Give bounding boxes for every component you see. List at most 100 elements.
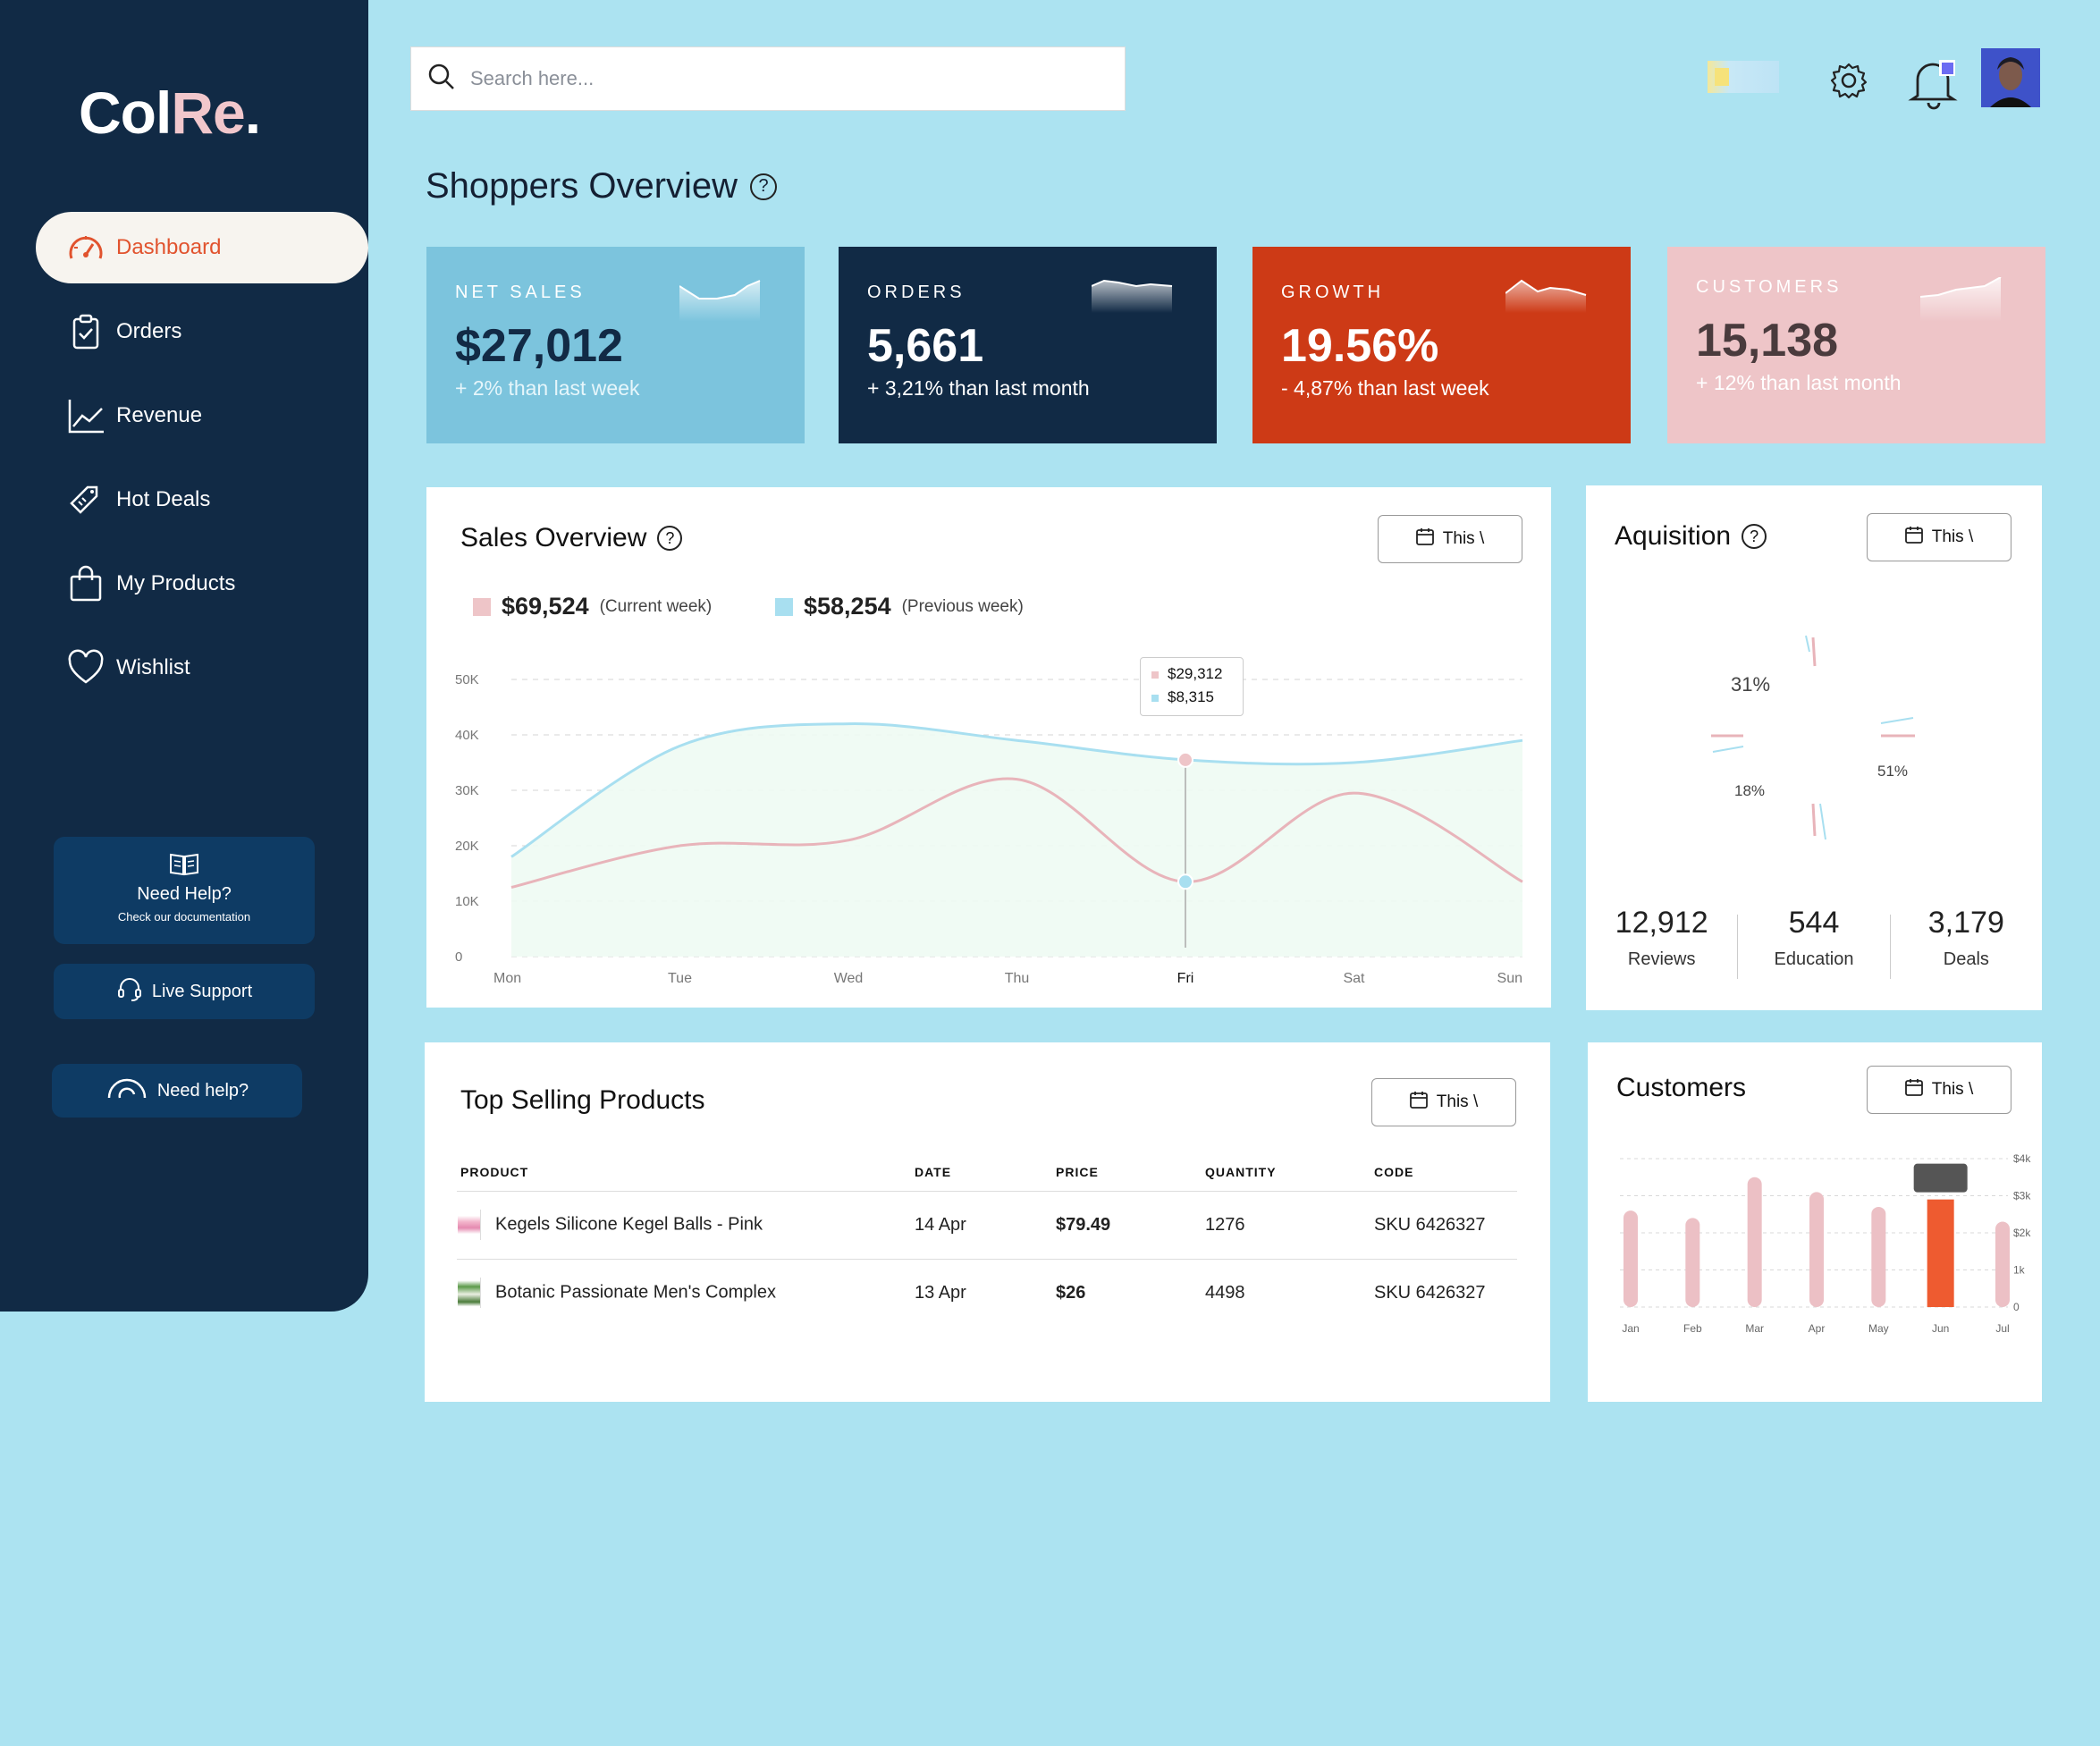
stat-value: 12,912 (1615, 906, 1708, 940)
panel-title-text: Customers (1616, 1073, 1747, 1102)
sidebar-item-revenue[interactable]: Revenue (36, 380, 368, 451)
customers-bar-chart: $4k $3k $2k 1k 0 Jan Feb Mar Apr May Jun Jul (1620, 1152, 2031, 1335)
customers-panel: Customers This \ $4k $3k $2k 1k 0 Jan Feb Mar Ap… (1588, 1042, 2042, 1402)
stat-value: 544 (1788, 906, 1840, 940)
sidebar-item-hot-deals[interactable]: Hot Deals (36, 464, 368, 536)
calendar-icon (1904, 1078, 1923, 1101)
acquisition-pct-label: 51% (1877, 763, 1909, 780)
x-tick-label: Tue (668, 971, 692, 986)
x-tick-label: Fri (1177, 971, 1194, 986)
help-card[interactable]: Need Help? Check our documentation (54, 837, 315, 944)
bar (1871, 1206, 1886, 1307)
live-support-button[interactable]: Live Support (54, 964, 315, 1019)
period-filter-button[interactable]: This \ (1378, 515, 1522, 563)
page-title: Shoppers Overview ? (426, 166, 778, 207)
kpi-subtext: + 3,21% than last month (867, 376, 1090, 400)
y-tick-label: $3k (2013, 1190, 2031, 1202)
search-input[interactable] (468, 66, 1094, 91)
line-chart-icon (66, 396, 105, 435)
series-previous-week (510, 722, 1523, 858)
sidebar-item-label: Revenue (116, 403, 203, 427)
sidebar-nav: Dashboard Orders Revenue Hot Deals My Pr… (36, 212, 368, 716)
legend-current: $69,524 (Current week) (473, 593, 712, 620)
sidebar: ColRe. Dashboard Orders Revenue Hot Deal… (0, 0, 368, 1312)
sales-overview-panel: Sales Overview ? This \ $69,524 (Current… (426, 487, 1551, 1008)
stat-deals: 3,179 Deals (1891, 906, 2042, 979)
help-circle-icon[interactable]: ? (1742, 524, 1767, 549)
acquisition-stats: 12,912 Reviews 544 Education 3,179 Deals (1586, 906, 2042, 979)
legend-previous-value: $58,254 (804, 593, 891, 620)
sparkline-icon (1920, 277, 2002, 322)
language-flag-icon[interactable] (1708, 61, 1779, 93)
acquisition-ring-chart (1711, 635, 1915, 840)
help-circle-icon[interactable]: ? (657, 526, 683, 551)
filter-label: This \ (1931, 1080, 1974, 1099)
need-help-label: Need help? (156, 1080, 249, 1101)
stat-education: 544 Education (1738, 906, 1889, 979)
sidebar-item-wishlist[interactable]: Wishlist (36, 632, 368, 704)
sidebar-item-label: Hot Deals (116, 487, 211, 511)
stat-label: Education (1774, 949, 1854, 969)
avatar[interactable] (1981, 48, 2040, 107)
legend-previous: $58,254 (Previous week) (775, 593, 1024, 620)
table-row[interactable]: Kegels Silicone Kegel Balls - Pink 14 Ap… (457, 1190, 1517, 1259)
x-tick-label: Apr (1809, 1322, 1826, 1335)
kpi-label: NET SALES (455, 283, 586, 302)
column-header: CODE (1374, 1164, 1414, 1179)
y-tick-label: 0 (2013, 1301, 2020, 1313)
top-selling-title: Top Selling Products (460, 1085, 705, 1116)
speedometer-icon (66, 228, 105, 267)
divider (1889, 915, 1891, 979)
legend-current-value: $69,524 (502, 593, 589, 620)
bar-tooltip (1913, 1163, 1968, 1193)
bell-icon[interactable] (1902, 52, 1965, 114)
panel-title-text: Sales Overview (460, 523, 647, 552)
kpi-orders[interactable]: ORDERS 5,661 + 3,21% than last month (839, 247, 1217, 443)
kpi-growth[interactable]: GROWTH 19.56% - 4,87% than last week (1252, 247, 1631, 443)
chart-tooltip: $29,312 $8,315 (1140, 657, 1244, 716)
kpi-customers[interactable]: CUSTOMERS 15,138 + 12% than last month (1667, 247, 2045, 443)
period-filter-button[interactable]: This \ (1371, 1078, 1516, 1126)
y-tick-label: 40K (455, 728, 479, 743)
product-quantity: 4498 (1204, 1258, 1373, 1327)
x-tick-label: Thu (1005, 971, 1030, 986)
series-current-week (510, 777, 1523, 889)
stat-label: Reviews (1627, 949, 1696, 969)
search-bar[interactable] (410, 46, 1126, 111)
y-tick-label: $4k (2013, 1152, 2031, 1165)
acquisition-pct-label: 31% (1731, 673, 1771, 696)
filter-label: This \ (1436, 1092, 1479, 1111)
need-help-button[interactable]: Need help? (52, 1064, 302, 1118)
x-tick-label: Jan (1622, 1322, 1639, 1335)
kpi-value: 19.56% (1281, 320, 1439, 372)
search-icon (427, 63, 456, 96)
sparkline-icon (1505, 279, 1587, 313)
page-title-text: Shoppers Overview (426, 166, 738, 206)
sidebar-item-orders[interactable]: Orders (36, 296, 368, 367)
help-subtitle: Check our documentation (117, 910, 251, 924)
top-selling-panel: Top Selling Products This \ PRODUCT DATE… (425, 1042, 1550, 1402)
column-header: QUANTITY (1205, 1164, 1277, 1179)
acquisition-title: Aquisition ? (1615, 521, 1767, 552)
table-row[interactable]: Botanic Passionate Men's Complex 13 Apr … (457, 1258, 1517, 1327)
y-tick-label: 0 (455, 949, 462, 965)
sidebar-item-my-products[interactable]: My Products (36, 548, 368, 620)
brand-logo[interactable]: ColRe. (79, 80, 261, 146)
stat-reviews: 12,912 Reviews (1586, 906, 1737, 979)
gear-icon[interactable] (1822, 54, 1876, 107)
product-price: $26 (1055, 1258, 1204, 1327)
kpi-net-sales[interactable]: NET SALES $27,012 + 2% than last week (426, 247, 805, 443)
heart-icon (66, 648, 105, 687)
sidebar-item-dashboard[interactable]: Dashboard (36, 212, 368, 283)
help-circle-icon[interactable]: ? (750, 173, 778, 200)
calendar-icon (1904, 526, 1923, 549)
product-name: Botanic Passionate Men's Complex (495, 1282, 776, 1303)
period-filter-button[interactable]: This \ (1867, 1066, 2011, 1114)
book-icon (54, 851, 315, 881)
bar (1623, 1210, 1638, 1307)
question-icon (105, 1075, 148, 1107)
period-filter-button[interactable]: This \ (1867, 513, 2011, 561)
sidebar-item-label: Dashboard (116, 235, 222, 259)
product-thumbnail (458, 1278, 481, 1309)
column-header: DATE (915, 1164, 952, 1179)
